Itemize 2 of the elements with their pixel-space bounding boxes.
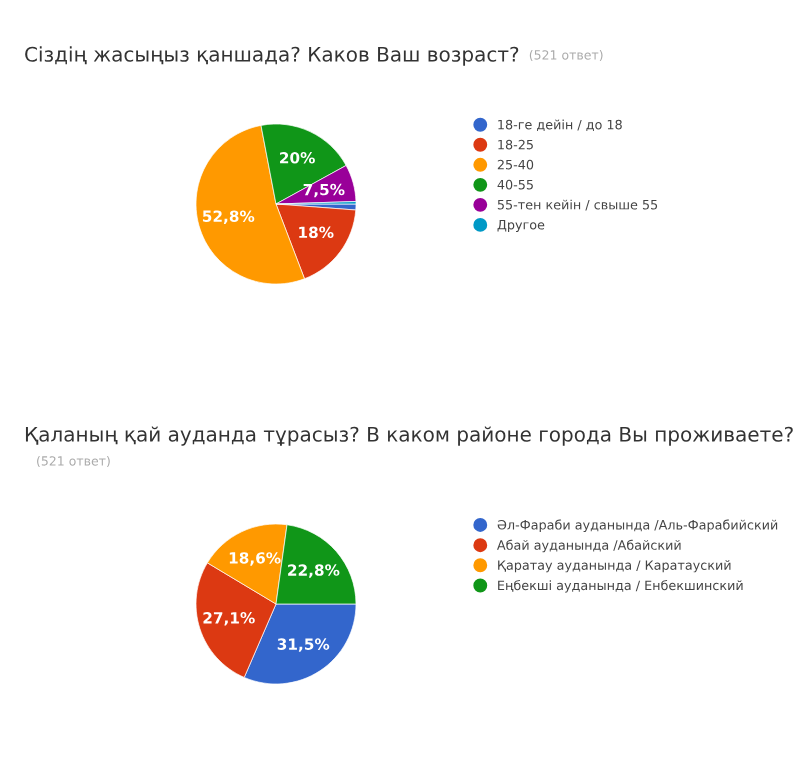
chart-title: Сіздің жасыңыз қаншада? Каков Ваш возраст? <box>25 46 519 66</box>
chart-title: Қаланың қай ауданда тұрасыз? В каком районе города Вы проживаете? <box>25 426 793 446</box>
